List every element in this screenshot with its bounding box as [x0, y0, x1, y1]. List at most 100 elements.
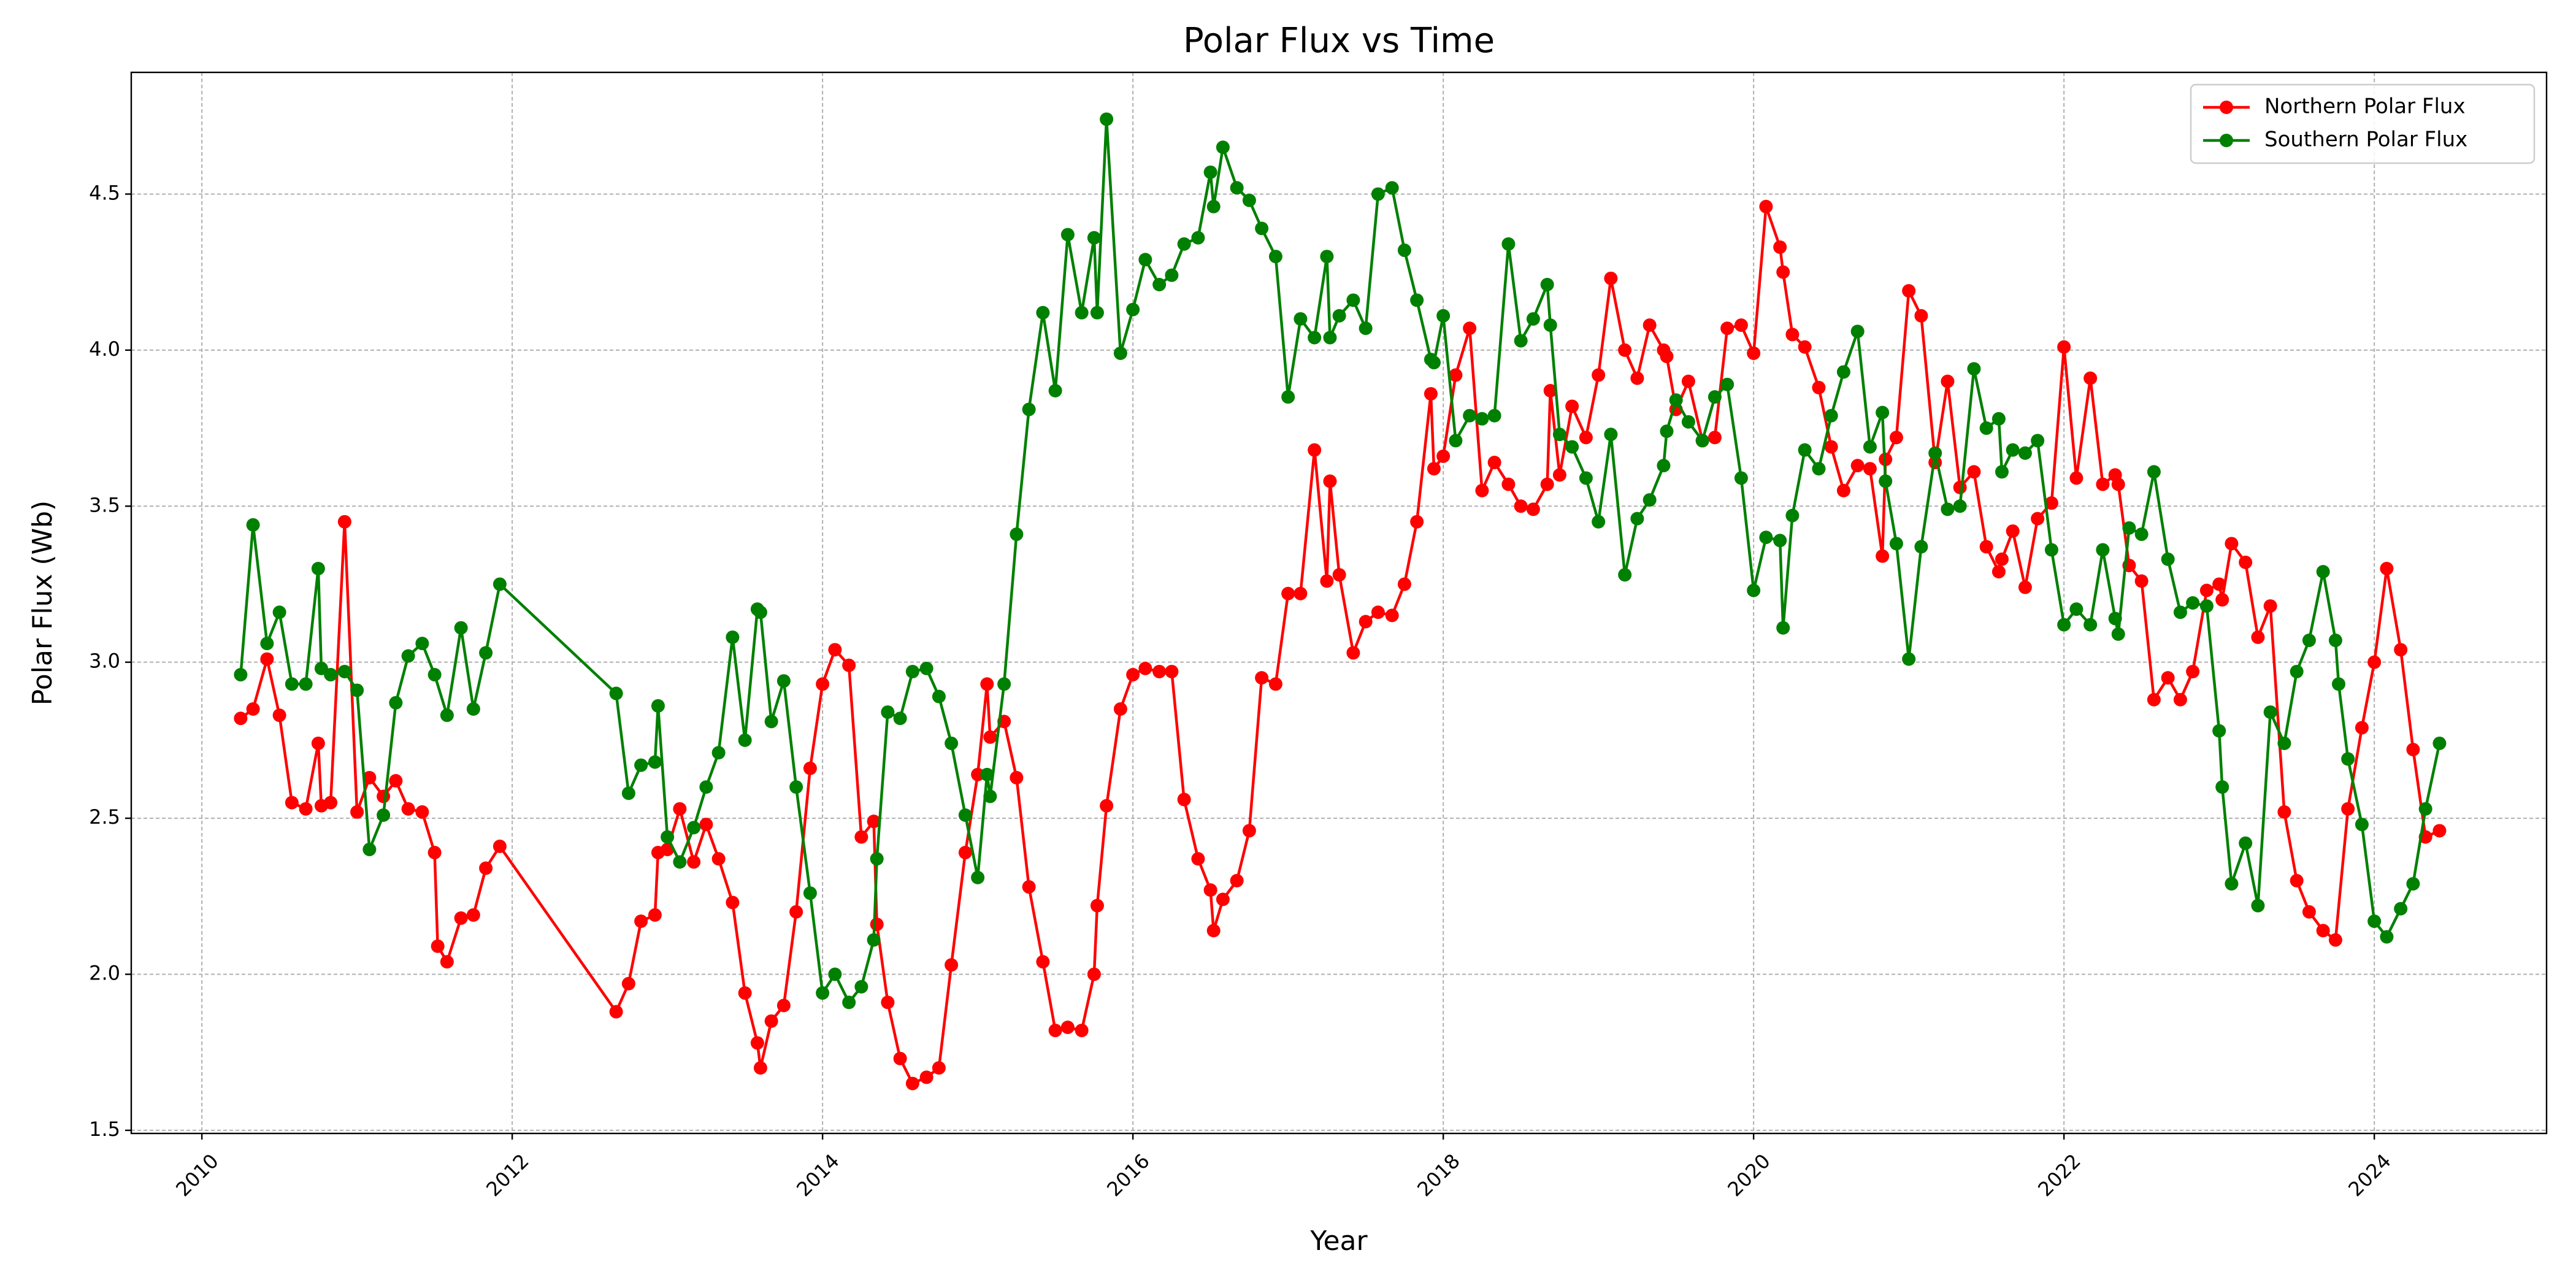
- data-point: [1090, 305, 1104, 320]
- data-point: [1048, 1024, 1062, 1038]
- data-point: [1592, 368, 1606, 382]
- data-point: [1953, 480, 1967, 494]
- data-point: [1410, 293, 1424, 307]
- data-point: [1323, 331, 1337, 345]
- data-point: [401, 802, 415, 816]
- data-point: [1618, 343, 1632, 357]
- data-point: [1436, 449, 1451, 463]
- data-point: [493, 577, 507, 591]
- data-point: [881, 995, 895, 1010]
- data-point: [1075, 1024, 1089, 1038]
- data-point: [1126, 302, 1140, 316]
- data-point: [711, 746, 726, 760]
- data-point: [1773, 240, 1787, 254]
- data-point: [2083, 618, 2098, 632]
- x-tick-label: 2024: [2344, 1149, 2395, 1201]
- data-point: [1113, 702, 1127, 716]
- data-point: [1836, 483, 1850, 497]
- data-point: [2186, 664, 2200, 678]
- x-tick-label: 2014: [792, 1149, 843, 1201]
- data-point: [609, 1005, 623, 1019]
- data-point: [1543, 318, 1557, 332]
- data-point: [1928, 446, 1942, 460]
- data-point: [389, 696, 403, 710]
- data-point: [1501, 477, 1516, 491]
- data-point: [1449, 368, 1463, 382]
- data-point: [2316, 924, 2330, 938]
- data-point: [1526, 312, 1540, 326]
- data-point: [1514, 499, 1528, 513]
- data-point: [2316, 565, 2330, 579]
- data-point: [2263, 599, 2277, 613]
- data-point: [2380, 930, 2394, 944]
- data-point: [2328, 933, 2342, 947]
- data-point: [1773, 534, 1787, 548]
- data-point: [651, 699, 665, 713]
- data-point: [1090, 899, 1104, 913]
- data-point: [687, 821, 701, 835]
- data-point: [1708, 431, 1722, 445]
- y-tick-label: 3.5: [89, 493, 120, 516]
- data-point: [440, 955, 454, 969]
- data-point: [1824, 408, 1838, 423]
- data-point: [2302, 905, 2316, 919]
- chart-title: Polar Flux vs Time: [1183, 21, 1495, 61]
- legend-label: Southern Polar Flux: [2264, 128, 2467, 152]
- data-point: [324, 795, 338, 810]
- data-point: [2044, 543, 2058, 557]
- data-point: [1138, 661, 1152, 675]
- data-point: [1152, 278, 1167, 291]
- data-point: [1979, 540, 1993, 554]
- data-point: [711, 852, 726, 866]
- data-point: [726, 895, 740, 910]
- data-point: [2212, 577, 2226, 591]
- data-point: [803, 886, 817, 900]
- data-point: [1113, 346, 1127, 360]
- legend-label: Northern Polar Flux: [2264, 94, 2466, 119]
- data-point: [1785, 508, 1800, 523]
- data-point: [1463, 321, 1477, 335]
- data-point: [1308, 443, 1322, 457]
- data-point: [1695, 434, 1709, 448]
- data-point: [2147, 692, 2161, 707]
- data-point: [1798, 340, 1812, 354]
- data-point: [699, 818, 713, 832]
- data-point: [1371, 605, 1385, 619]
- data-point: [726, 630, 740, 644]
- data-point: [1501, 237, 1516, 251]
- data-point: [1463, 408, 1477, 423]
- data-point: [440, 708, 454, 723]
- data-point: [1824, 440, 1838, 454]
- data-point: [971, 767, 985, 781]
- data-point: [1618, 568, 1632, 582]
- data-point: [1397, 577, 1411, 591]
- data-point: [919, 661, 933, 675]
- data-point: [1346, 646, 1360, 660]
- data-point: [893, 711, 907, 726]
- data-point: [1022, 402, 1036, 416]
- data-point: [1048, 384, 1062, 397]
- data-point: [983, 730, 997, 744]
- data-point: [1759, 199, 1773, 213]
- data-point: [2418, 802, 2432, 816]
- data-point: [687, 855, 701, 869]
- data-point: [1643, 318, 1657, 332]
- data-point: [1967, 465, 1981, 479]
- data-point: [870, 918, 884, 932]
- data-point: [1708, 390, 1722, 404]
- series-line: [239, 118, 2441, 1004]
- data-point: [1643, 493, 1657, 507]
- data-point: [2215, 780, 2229, 794]
- data-point: [2018, 580, 2032, 594]
- data-point: [2225, 537, 2239, 551]
- data-point: [1879, 474, 1893, 488]
- data-point: [776, 674, 791, 688]
- data-point: [377, 789, 391, 803]
- data-point: [285, 677, 299, 691]
- data-point: [1681, 374, 1695, 388]
- data-point: [905, 664, 919, 678]
- data-point: [738, 986, 752, 1000]
- data-point: [1424, 387, 1438, 401]
- y-axis-label: Polar Flux (Wb): [27, 500, 58, 705]
